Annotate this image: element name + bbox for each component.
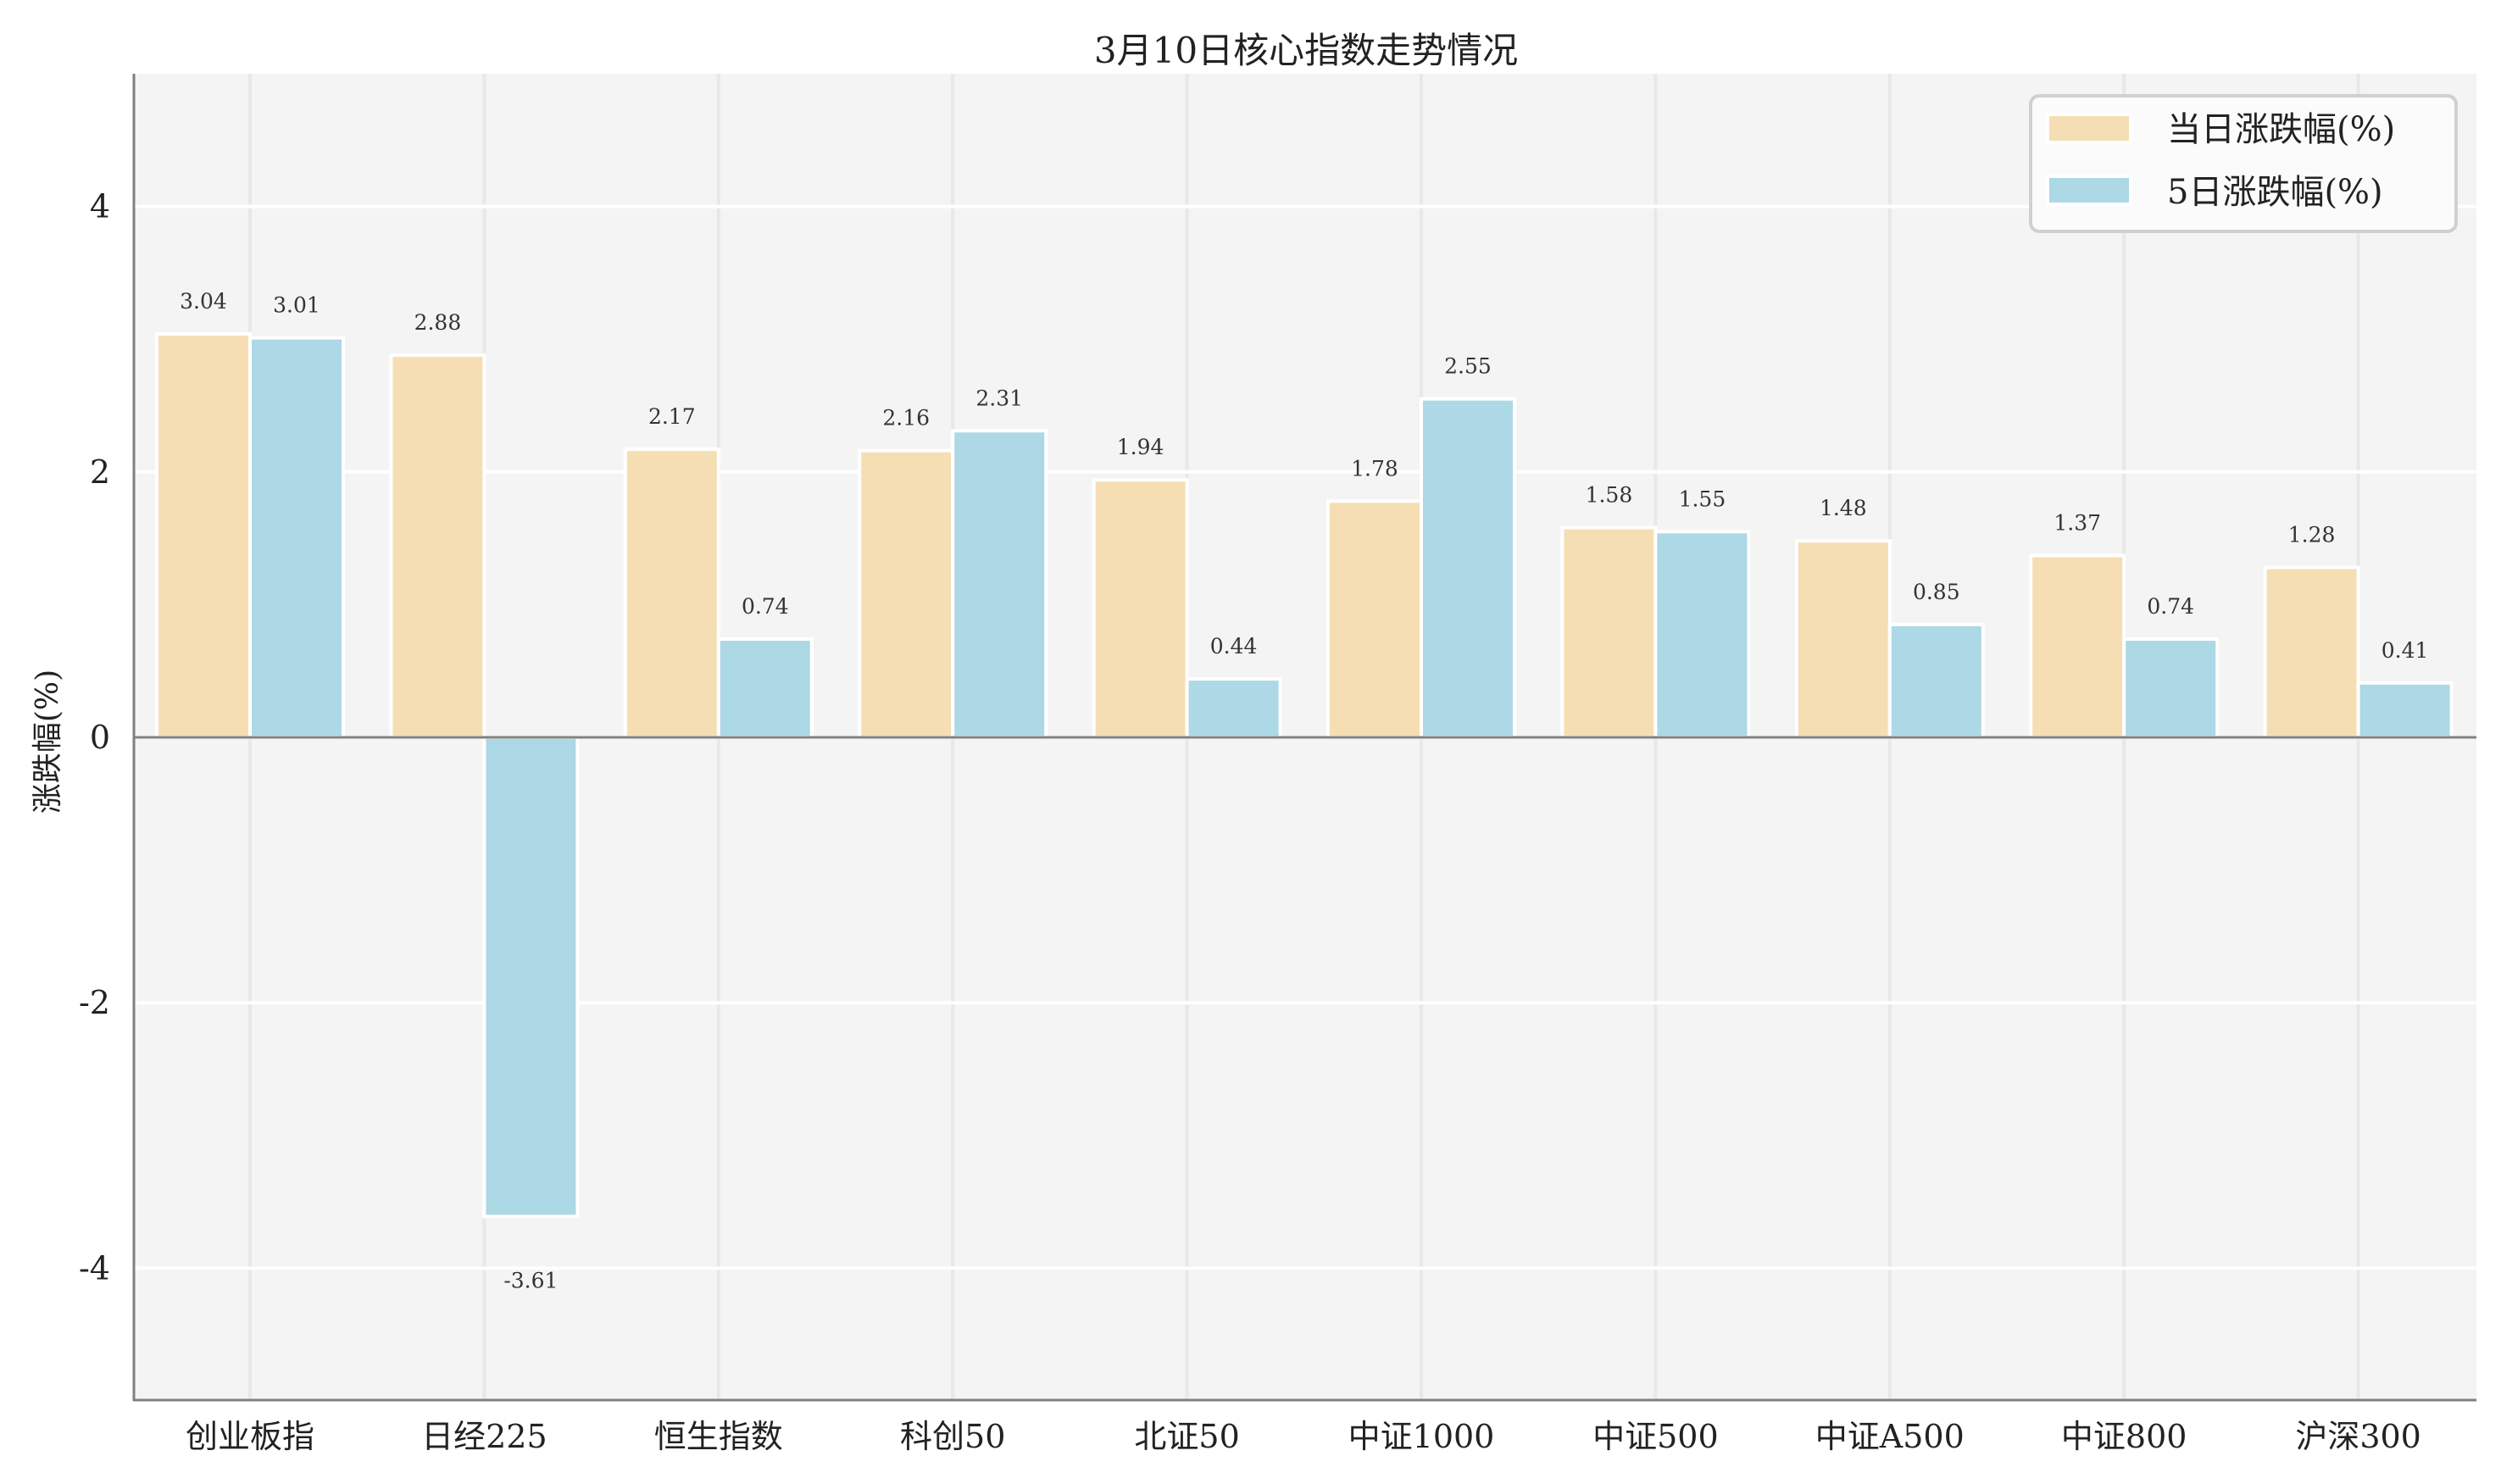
value-label: 1.37	[2054, 510, 2101, 535]
value-label: 2.17	[648, 404, 696, 429]
x-tick-label: 沪深300	[2295, 1418, 2421, 1455]
x-tick-label: 中证1000	[1348, 1418, 1495, 1455]
bar-daily	[1092, 478, 1189, 739]
x-tick-label: 中证800	[2061, 1418, 2187, 1455]
x-tick-label: 恒生指数	[654, 1418, 783, 1455]
value-label: 1.78	[1351, 456, 1398, 481]
y-tick-label: 0	[90, 719, 110, 756]
bar-5day	[1420, 397, 1516, 739]
value-label: 3.01	[273, 293, 320, 318]
bar-daily	[2263, 565, 2360, 739]
bar-5day	[248, 336, 345, 739]
x-tick-label: 科创50	[900, 1418, 1005, 1455]
value-label: 0.44	[1210, 634, 1258, 659]
bar-5day	[951, 429, 1048, 739]
value-label: 3.04	[180, 289, 227, 314]
y-tick-label: -4	[79, 1249, 110, 1287]
value-label: 2.55	[1444, 354, 1492, 379]
x-tick-label: 北证50	[1134, 1418, 1239, 1455]
legend: 当日涨跌幅(%) 5日涨跌幅(%)	[2029, 94, 2458, 233]
value-label: 0.74	[742, 594, 789, 619]
x-axis-ticks: 创业板指 日经225 恒生指数 科创50 北证50 中证1000 中证500 中证A500 中证…	[186, 1418, 2421, 1455]
bar-daily	[1560, 525, 1658, 740]
value-label: 1.28	[2288, 523, 2336, 547]
value-label: 1.58	[1586, 483, 1633, 508]
value-label: 0.41	[2382, 638, 2429, 663]
y-axis-label: 涨跌幅(%)	[31, 670, 65, 814]
legend-label-daily: 当日涨跌幅(%)	[2167, 110, 2395, 149]
bar-5day	[2122, 637, 2220, 740]
value-label: 2.31	[975, 386, 1023, 410]
value-label: 2.16	[882, 406, 930, 431]
legend-swatch-daily	[2046, 113, 2132, 144]
value-label: 1.94	[1117, 435, 1164, 459]
bar-5day	[1653, 530, 1751, 740]
y-axis-ticks: -4 -2 0 2 4	[79, 188, 110, 1287]
x-tick-label: 中证A500	[1815, 1418, 1965, 1455]
chart-title: 3月10日核心指数走势情况	[1094, 30, 1518, 71]
legend-box	[2029, 94, 2458, 233]
bar-daily	[1326, 499, 1423, 739]
bars	[155, 331, 2454, 1219]
value-label: 1.48	[1820, 496, 1867, 520]
x-tick-label: 中证500	[1592, 1418, 1719, 1455]
bar-daily	[858, 448, 955, 740]
bar-5day	[1185, 677, 1282, 740]
bar-daily	[2029, 553, 2126, 740]
bar-5day	[1887, 622, 1985, 740]
x-tick-label: 创业板指	[186, 1418, 314, 1455]
y-tick-label: -2	[79, 984, 110, 1021]
bar-daily	[155, 331, 252, 739]
y-tick-label: 2	[90, 453, 110, 491]
value-label: 0.74	[2147, 594, 2194, 619]
bar-5day	[716, 637, 814, 740]
legend-swatch-5day	[2046, 175, 2132, 206]
bar-5day	[482, 736, 580, 1219]
bar-daily	[1794, 539, 1892, 739]
value-label: 1.55	[1679, 486, 1726, 511]
value-label: 2.88	[414, 310, 462, 335]
x-tick-label: 日经225	[421, 1418, 547, 1455]
value-label: 0.85	[1913, 580, 1960, 604]
value-labels: 3.04 2.88 2.17 2.16 1.94 1.78 1.58 1.48 1.37 1.28…	[180, 289, 2428, 1292]
bar-5day	[2356, 681, 2454, 740]
bar-daily	[623, 447, 720, 739]
value-label: -3.61	[503, 1268, 558, 1292]
bar-daily	[389, 353, 486, 739]
legend-label-5day: 5日涨跌幅(%)	[2167, 173, 2383, 212]
y-tick-label: 4	[90, 188, 110, 225]
